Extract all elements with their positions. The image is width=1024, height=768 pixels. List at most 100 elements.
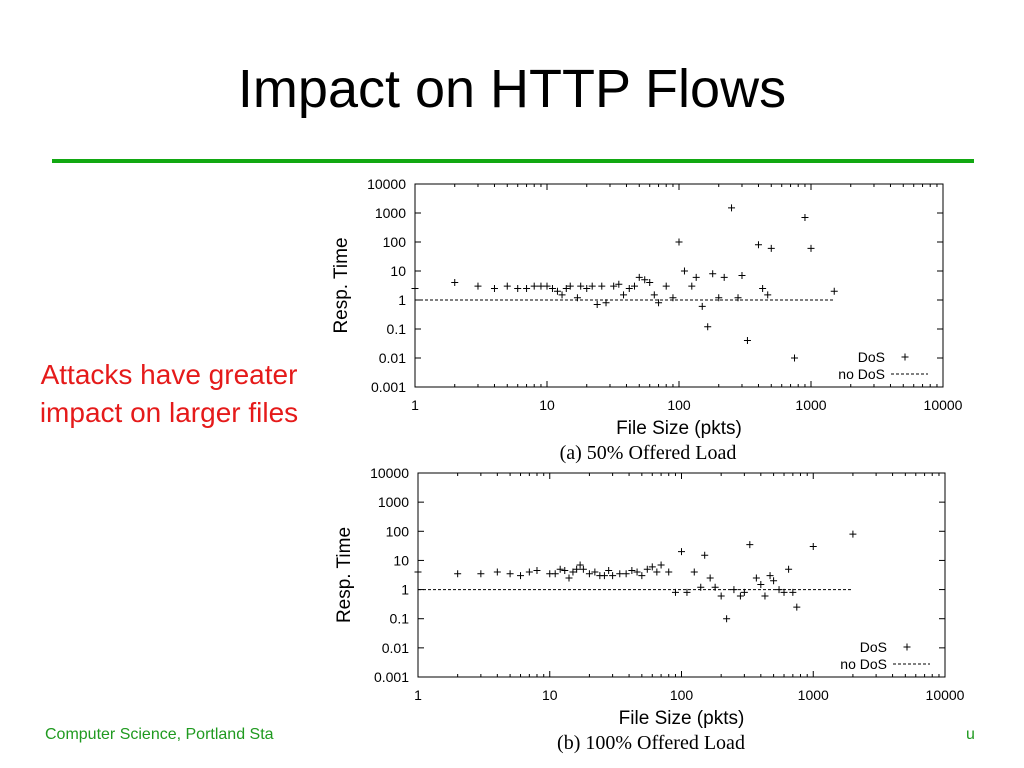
dos-point: [633, 568, 641, 576]
slide-title: Impact on HTTP Flows: [237, 59, 787, 119]
dos-point: [680, 267, 688, 275]
y-tick-label: 1000: [375, 205, 406, 221]
dos-point: [517, 572, 525, 580]
y-tick-label: 0.1: [387, 321, 407, 337]
dos-point: [577, 282, 585, 290]
dos-point: [593, 300, 601, 308]
legend-label: no DoS: [838, 366, 885, 382]
dos-point: [537, 282, 545, 290]
dos-point: [454, 570, 462, 578]
dos-point: [683, 588, 691, 596]
dos-point: [759, 284, 767, 292]
dos-point: [715, 294, 723, 302]
footer-institution: Computer Science, Portland Sta: [45, 726, 274, 743]
dos-point: [605, 567, 613, 575]
x-tick-label: 1: [414, 687, 422, 703]
x-axis-title: File Size (pkts): [619, 708, 745, 729]
dos-point: [709, 270, 717, 278]
dos-point: [690, 568, 698, 576]
dos-point: [493, 568, 501, 576]
dos-point: [566, 282, 574, 290]
dos-point: [692, 273, 700, 281]
dos-point: [477, 570, 485, 578]
x-tick-label: 1000: [798, 687, 829, 703]
dos-point: [530, 282, 538, 290]
dos-point: [579, 565, 587, 573]
dos-point: [665, 568, 673, 576]
dos-point: [635, 273, 643, 281]
dos-point: [600, 572, 608, 580]
dos-point: [543, 282, 551, 290]
dos-point: [698, 302, 706, 310]
x-tick-label: 10000: [924, 397, 963, 413]
dos-point: [754, 241, 762, 249]
y-tick-label: 1000: [378, 494, 409, 510]
y-tick-label: 10: [393, 552, 409, 568]
dos-point: [451, 279, 459, 287]
dos-point: [849, 530, 857, 538]
dos-point: [565, 574, 573, 582]
y-tick-label: 0.01: [382, 640, 409, 656]
dos-point: [728, 204, 736, 212]
dos-point: [583, 284, 591, 292]
dos-point: [648, 563, 656, 571]
dos-point: [548, 284, 556, 292]
dos-point: [801, 213, 809, 221]
x-tick-label: 1000: [795, 397, 826, 413]
dos-point: [655, 299, 663, 307]
dos-point: [650, 291, 658, 299]
x-tick-label: 1: [411, 397, 419, 413]
dos-point: [789, 588, 797, 596]
dos-point: [523, 284, 531, 292]
title-divider: [52, 159, 974, 163]
legend-label: DoS: [858, 349, 885, 365]
dos-point: [411, 284, 419, 292]
dos-point: [576, 561, 584, 569]
side-note: Attacks have greater impact on larger fi…: [39, 359, 299, 428]
dos-point: [643, 565, 651, 573]
dos-point: [625, 284, 633, 292]
x-tick-label: 100: [670, 687, 694, 703]
dos-point: [704, 323, 712, 331]
dos-point: [785, 565, 793, 573]
dos-point: [622, 570, 630, 578]
dos-point: [793, 603, 801, 611]
chart-caption: (b) 100% Offered Load: [557, 732, 745, 754]
dos-point: [609, 572, 617, 580]
dos-point: [706, 574, 714, 582]
dos-point: [551, 570, 559, 578]
y-tick-label: 100: [386, 523, 410, 539]
dos-point: [736, 592, 744, 600]
dos-point: [569, 568, 577, 576]
y-tick-label: 1: [398, 292, 406, 308]
dos-point: [503, 282, 511, 290]
footer-fragment: u: [966, 726, 975, 743]
y-tick-label: 0.1: [390, 611, 410, 627]
dos-point: [553, 287, 561, 295]
dos-point: [761, 592, 769, 600]
dos-point: [653, 568, 661, 576]
dos-point: [474, 282, 482, 290]
dos-point: [561, 567, 569, 575]
legend-label: no DoS: [840, 656, 887, 672]
dos-point: [562, 284, 570, 292]
dos-point: [506, 570, 514, 578]
dos-point: [717, 592, 725, 600]
dos-point: [688, 282, 696, 290]
dos-point: [514, 284, 522, 292]
x-tick-label: 10: [539, 397, 555, 413]
dos-point: [630, 282, 638, 290]
dos-point: [675, 238, 683, 246]
dos-point: [414, 568, 422, 576]
x-tick-label: 10000: [926, 687, 965, 703]
dos-point: [830, 287, 838, 295]
dos-point: [738, 271, 746, 279]
y-tick-label: 0.001: [374, 669, 409, 685]
dos-point: [734, 294, 742, 302]
dos-point: [657, 561, 665, 569]
dos-point: [791, 354, 799, 362]
y-tick-label: 10000: [367, 176, 406, 192]
dos-point: [662, 282, 670, 290]
y-tick-label: 10000: [370, 465, 409, 481]
